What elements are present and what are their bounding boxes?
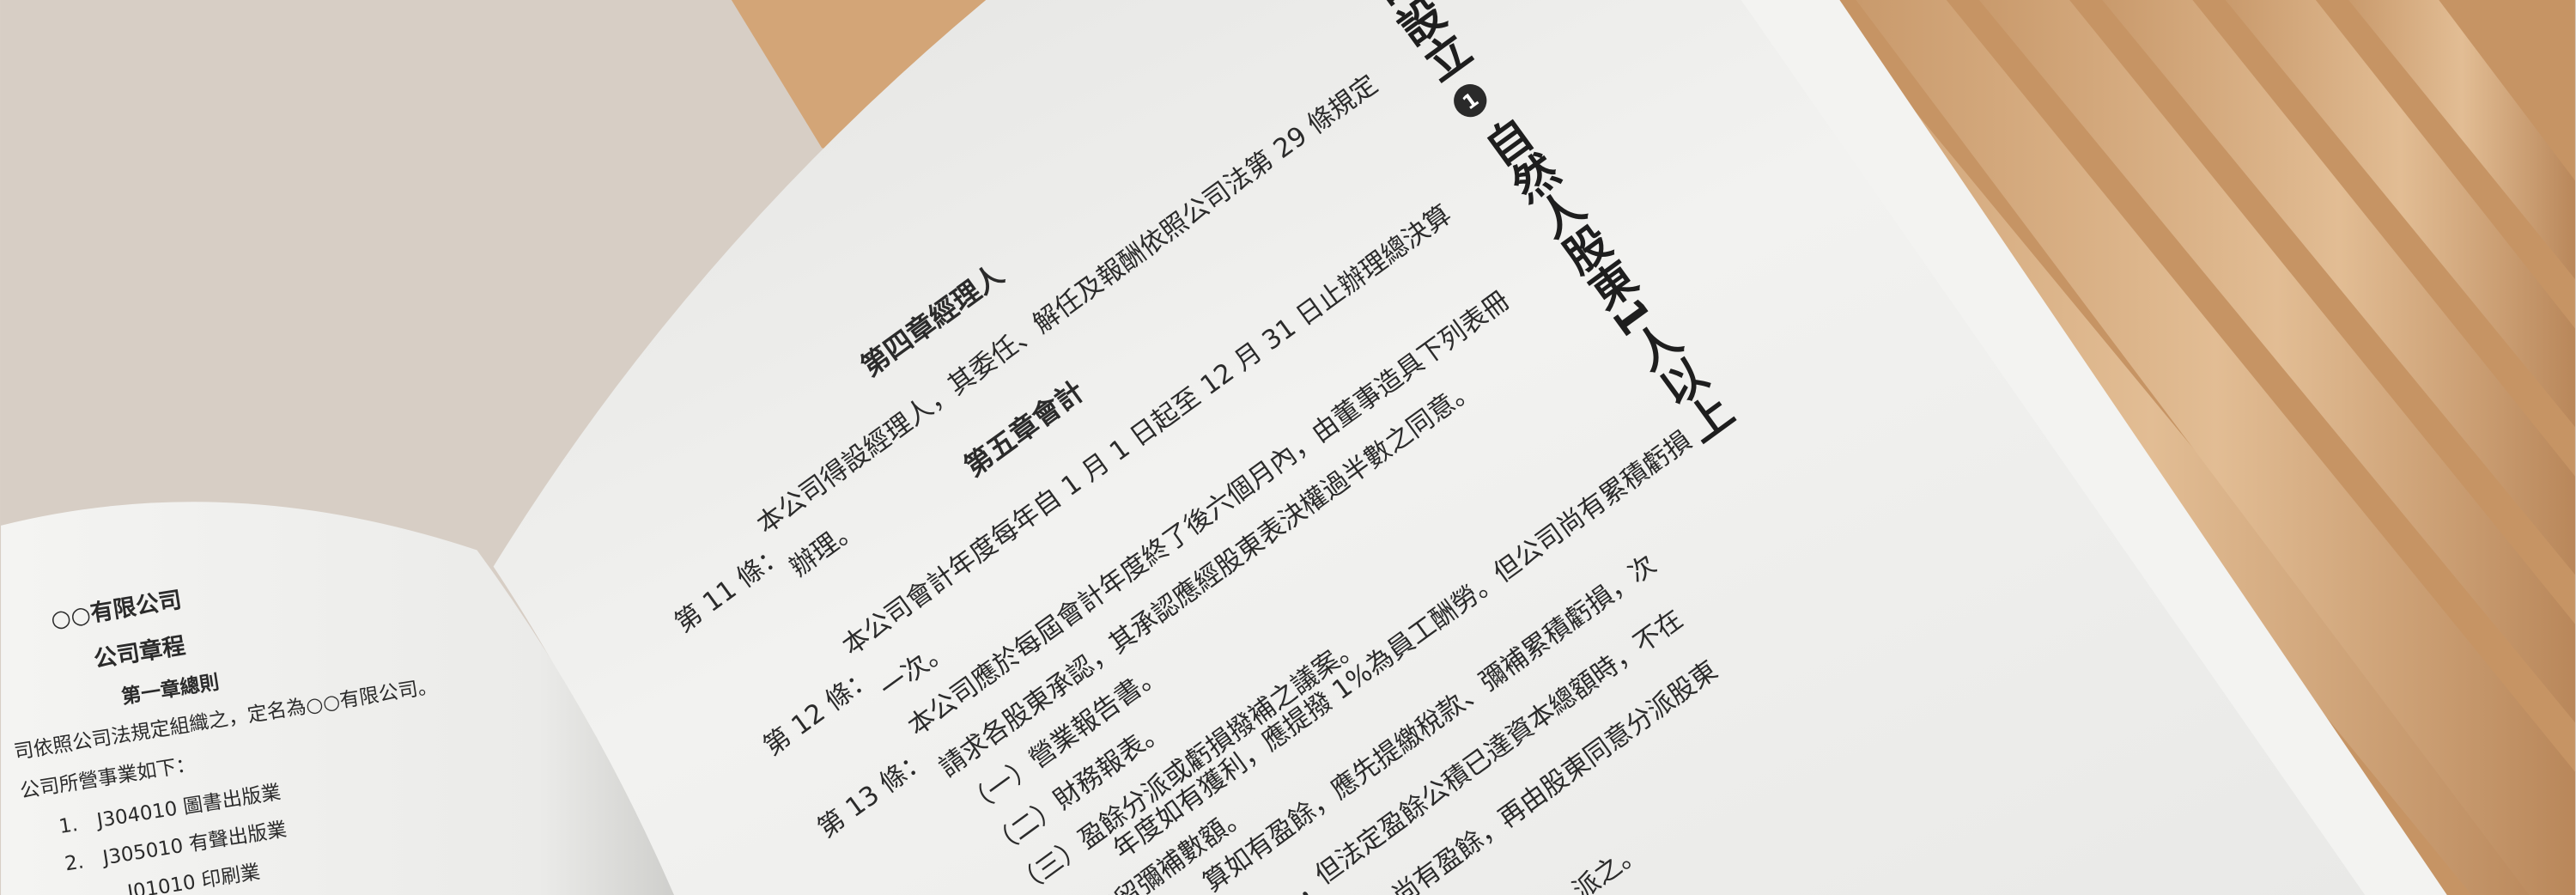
slat (1856, 0, 2575, 895)
right-page (493, 0, 2366, 895)
slat (2102, 0, 2575, 575)
slat (1978, 0, 2575, 723)
left-page (1, 502, 674, 895)
slat (2225, 0, 2575, 428)
header-marker-circle (1454, 83, 1487, 118)
